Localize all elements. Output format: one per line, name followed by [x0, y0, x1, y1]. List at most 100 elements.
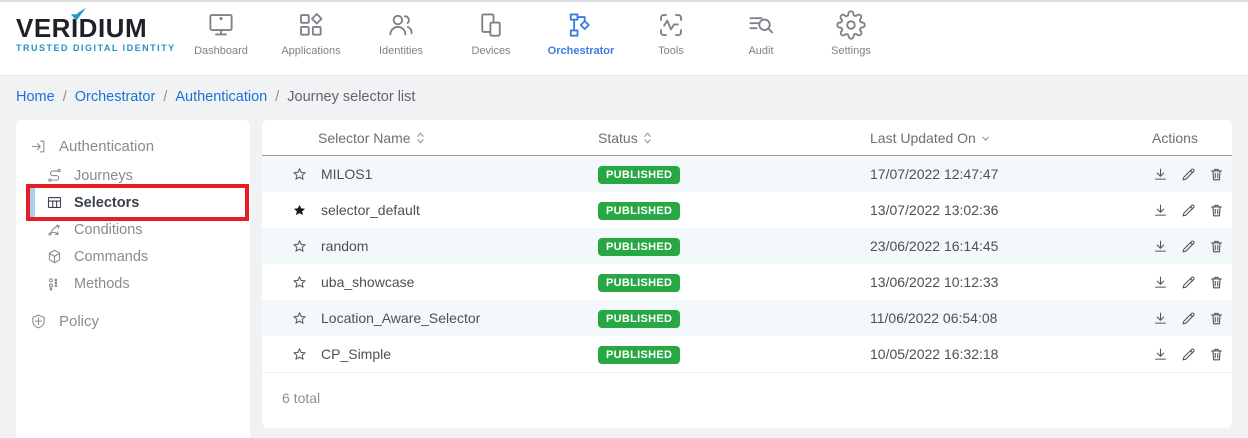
sidebar: Authentication Journeys Selectors Condition… [16, 120, 250, 438]
sidebar-item-commands[interactable]: Commands [16, 243, 250, 270]
applications-icon [296, 10, 326, 40]
cell-status: PUBLISHED [598, 345, 870, 364]
column-header-label[interactable]: Selector Name [318, 130, 425, 146]
breadcrumb-item-1[interactable]: Home [16, 89, 55, 105]
sidebar-section-login[interactable]: Authentication [16, 130, 250, 162]
cell-last-updated: 13/07/2022 13:02:36 [870, 202, 999, 218]
cell-last-updated: 23/06/2022 16:14:45 [870, 238, 999, 254]
table-row: Location_Aware_Selector PUBLISHED 11/06/20… [262, 300, 1232, 336]
cell-actions [1152, 346, 1232, 363]
cell-status: PUBLISHED [598, 309, 870, 328]
main-nav: Dashboard Applications Identities Devices Or… [176, 10, 896, 57]
cell-last-updated: 10/05/2022 16:32:18 [870, 346, 999, 362]
cell-status: PUBLISHED [598, 237, 870, 256]
cell-actions [1152, 202, 1232, 219]
nav-item-dashboard[interactable]: Dashboard [176, 10, 266, 57]
column-header-text: Last Updated On [870, 129, 976, 146]
edit-icon[interactable] [1180, 346, 1197, 363]
star-outline-icon[interactable] [291, 346, 308, 363]
breadcrumb: Home / Orchestrator / Authentication / Journey… [16, 79, 415, 115]
selector-name-text: uba_showcase [321, 274, 415, 290]
cell-selector-name: selector_default [262, 202, 598, 219]
sidebar-item-methods[interactable]: Methods [16, 270, 250, 297]
delete-icon[interactable] [1208, 238, 1225, 255]
status-badge: PUBLISHED [598, 201, 681, 220]
edit-icon[interactable] [1180, 310, 1197, 327]
delete-icon[interactable] [1208, 274, 1225, 291]
table-body: MILOS1 PUBLISHED 17/07/2022 12:47:47 select… [262, 156, 1232, 372]
edit-icon[interactable] [1180, 166, 1197, 183]
tools-icon [656, 10, 686, 40]
column-header-text: Status [598, 129, 638, 146]
cell-last-updated: 17/07/2022 12:47:47 [870, 166, 999, 182]
sidebar-item-journeys[interactable]: Journeys [16, 162, 250, 189]
cell-selector-name: uba_showcase [262, 274, 598, 291]
sidebar-item-label: Conditions [74, 221, 143, 238]
selectors-icon [46, 194, 63, 211]
table-row: random PUBLISHED 23/06/2022 16:14:45 [262, 228, 1232, 264]
methods-icon [46, 275, 63, 292]
delete-icon[interactable] [1208, 202, 1225, 219]
sidebar-item-conditions[interactable]: Conditions [16, 216, 250, 243]
nav-item-label: Tools [658, 45, 684, 57]
sidebar-section-label: Policy [59, 312, 100, 330]
edit-icon[interactable] [1180, 274, 1197, 291]
selector-table-panel: Selector Name Status Last Updated On Action… [262, 120, 1232, 428]
selector-name-text: MILOS1 [321, 166, 373, 182]
cell-last-updated: 11/06/2022 06:54:08 [870, 310, 998, 326]
sort-both-icon [643, 131, 652, 145]
cell-actions [1152, 310, 1232, 327]
nav-item-settings[interactable]: Settings [806, 10, 896, 57]
nav-item-applications[interactable]: Applications [266, 10, 356, 57]
column-header-label[interactable]: Last Updated On [870, 130, 1152, 146]
breadcrumb-item-2[interactable]: Orchestrator [74, 89, 156, 105]
nav-item-identities[interactable]: Identities [356, 10, 446, 57]
star-outline-icon[interactable] [291, 166, 308, 183]
nav-item-orchestrator[interactable]: Orchestrator [536, 10, 626, 57]
nav-item-label: Settings [831, 45, 871, 57]
selector-name-text: CP_Simple [321, 346, 392, 362]
table-row: uba_showcase PUBLISHED 13/06/2022 10:12:33 [262, 264, 1232, 300]
download-icon[interactable] [1152, 346, 1169, 363]
download-icon[interactable] [1152, 238, 1169, 255]
nav-item-label: Orchestrator [547, 45, 615, 57]
status-badge: PUBLISHED [598, 309, 681, 328]
delete-icon[interactable] [1208, 346, 1225, 363]
star-outline-icon[interactable] [291, 274, 308, 291]
brand-logo[interactable]: VERIDIUM TRUSTED DIGITAL IDENTITY [16, 7, 176, 53]
column-header-label[interactable]: Status [598, 130, 870, 146]
star-outline-icon[interactable] [291, 238, 308, 255]
nav-item-devices[interactable]: Devices [446, 10, 536, 57]
sort-both-icon [416, 131, 425, 145]
cell-actions [1152, 274, 1232, 291]
download-icon[interactable] [1152, 310, 1169, 327]
selector-name-text: Location_Aware_Selector [321, 310, 481, 326]
sidebar-item-label: Commands [74, 248, 149, 265]
conditions-icon [46, 221, 63, 238]
star-outline-icon[interactable] [291, 310, 308, 327]
download-icon[interactable] [1152, 166, 1169, 183]
nav-item-audit[interactable]: Audit [716, 10, 806, 57]
column-header-text: Selector Name [318, 129, 411, 146]
delete-icon[interactable] [1208, 166, 1225, 183]
edit-icon[interactable] [1180, 238, 1197, 255]
orchestrator-icon [566, 10, 596, 40]
delete-icon[interactable] [1208, 310, 1225, 327]
download-icon[interactable] [1152, 274, 1169, 291]
sidebar-section-policy[interactable]: Policy [16, 305, 250, 337]
nav-item-tools[interactable]: Tools [626, 10, 716, 57]
brand-tagline: TRUSTED DIGITAL IDENTITY [16, 43, 176, 53]
column-header-1: Selector Name [262, 130, 598, 146]
breadcrumb-item-3[interactable]: Authentication [175, 89, 268, 105]
edit-icon[interactable] [1180, 202, 1197, 219]
star-filled-icon[interactable] [291, 202, 308, 219]
nav-item-label: Audit [748, 45, 774, 57]
selected-indicator-bar [30, 188, 35, 217]
table-row: selector_default PUBLISHED 13/07/2022 13:0… [262, 192, 1232, 228]
column-header-2: Status [598, 130, 870, 146]
cell-selector-name: MILOS1 [262, 166, 598, 183]
sidebar-item-selectors[interactable]: Selectors [16, 184, 250, 221]
download-icon[interactable] [1152, 202, 1169, 219]
table-row: CP_Simple PUBLISHED 10/05/2022 16:32:18 [262, 336, 1232, 372]
